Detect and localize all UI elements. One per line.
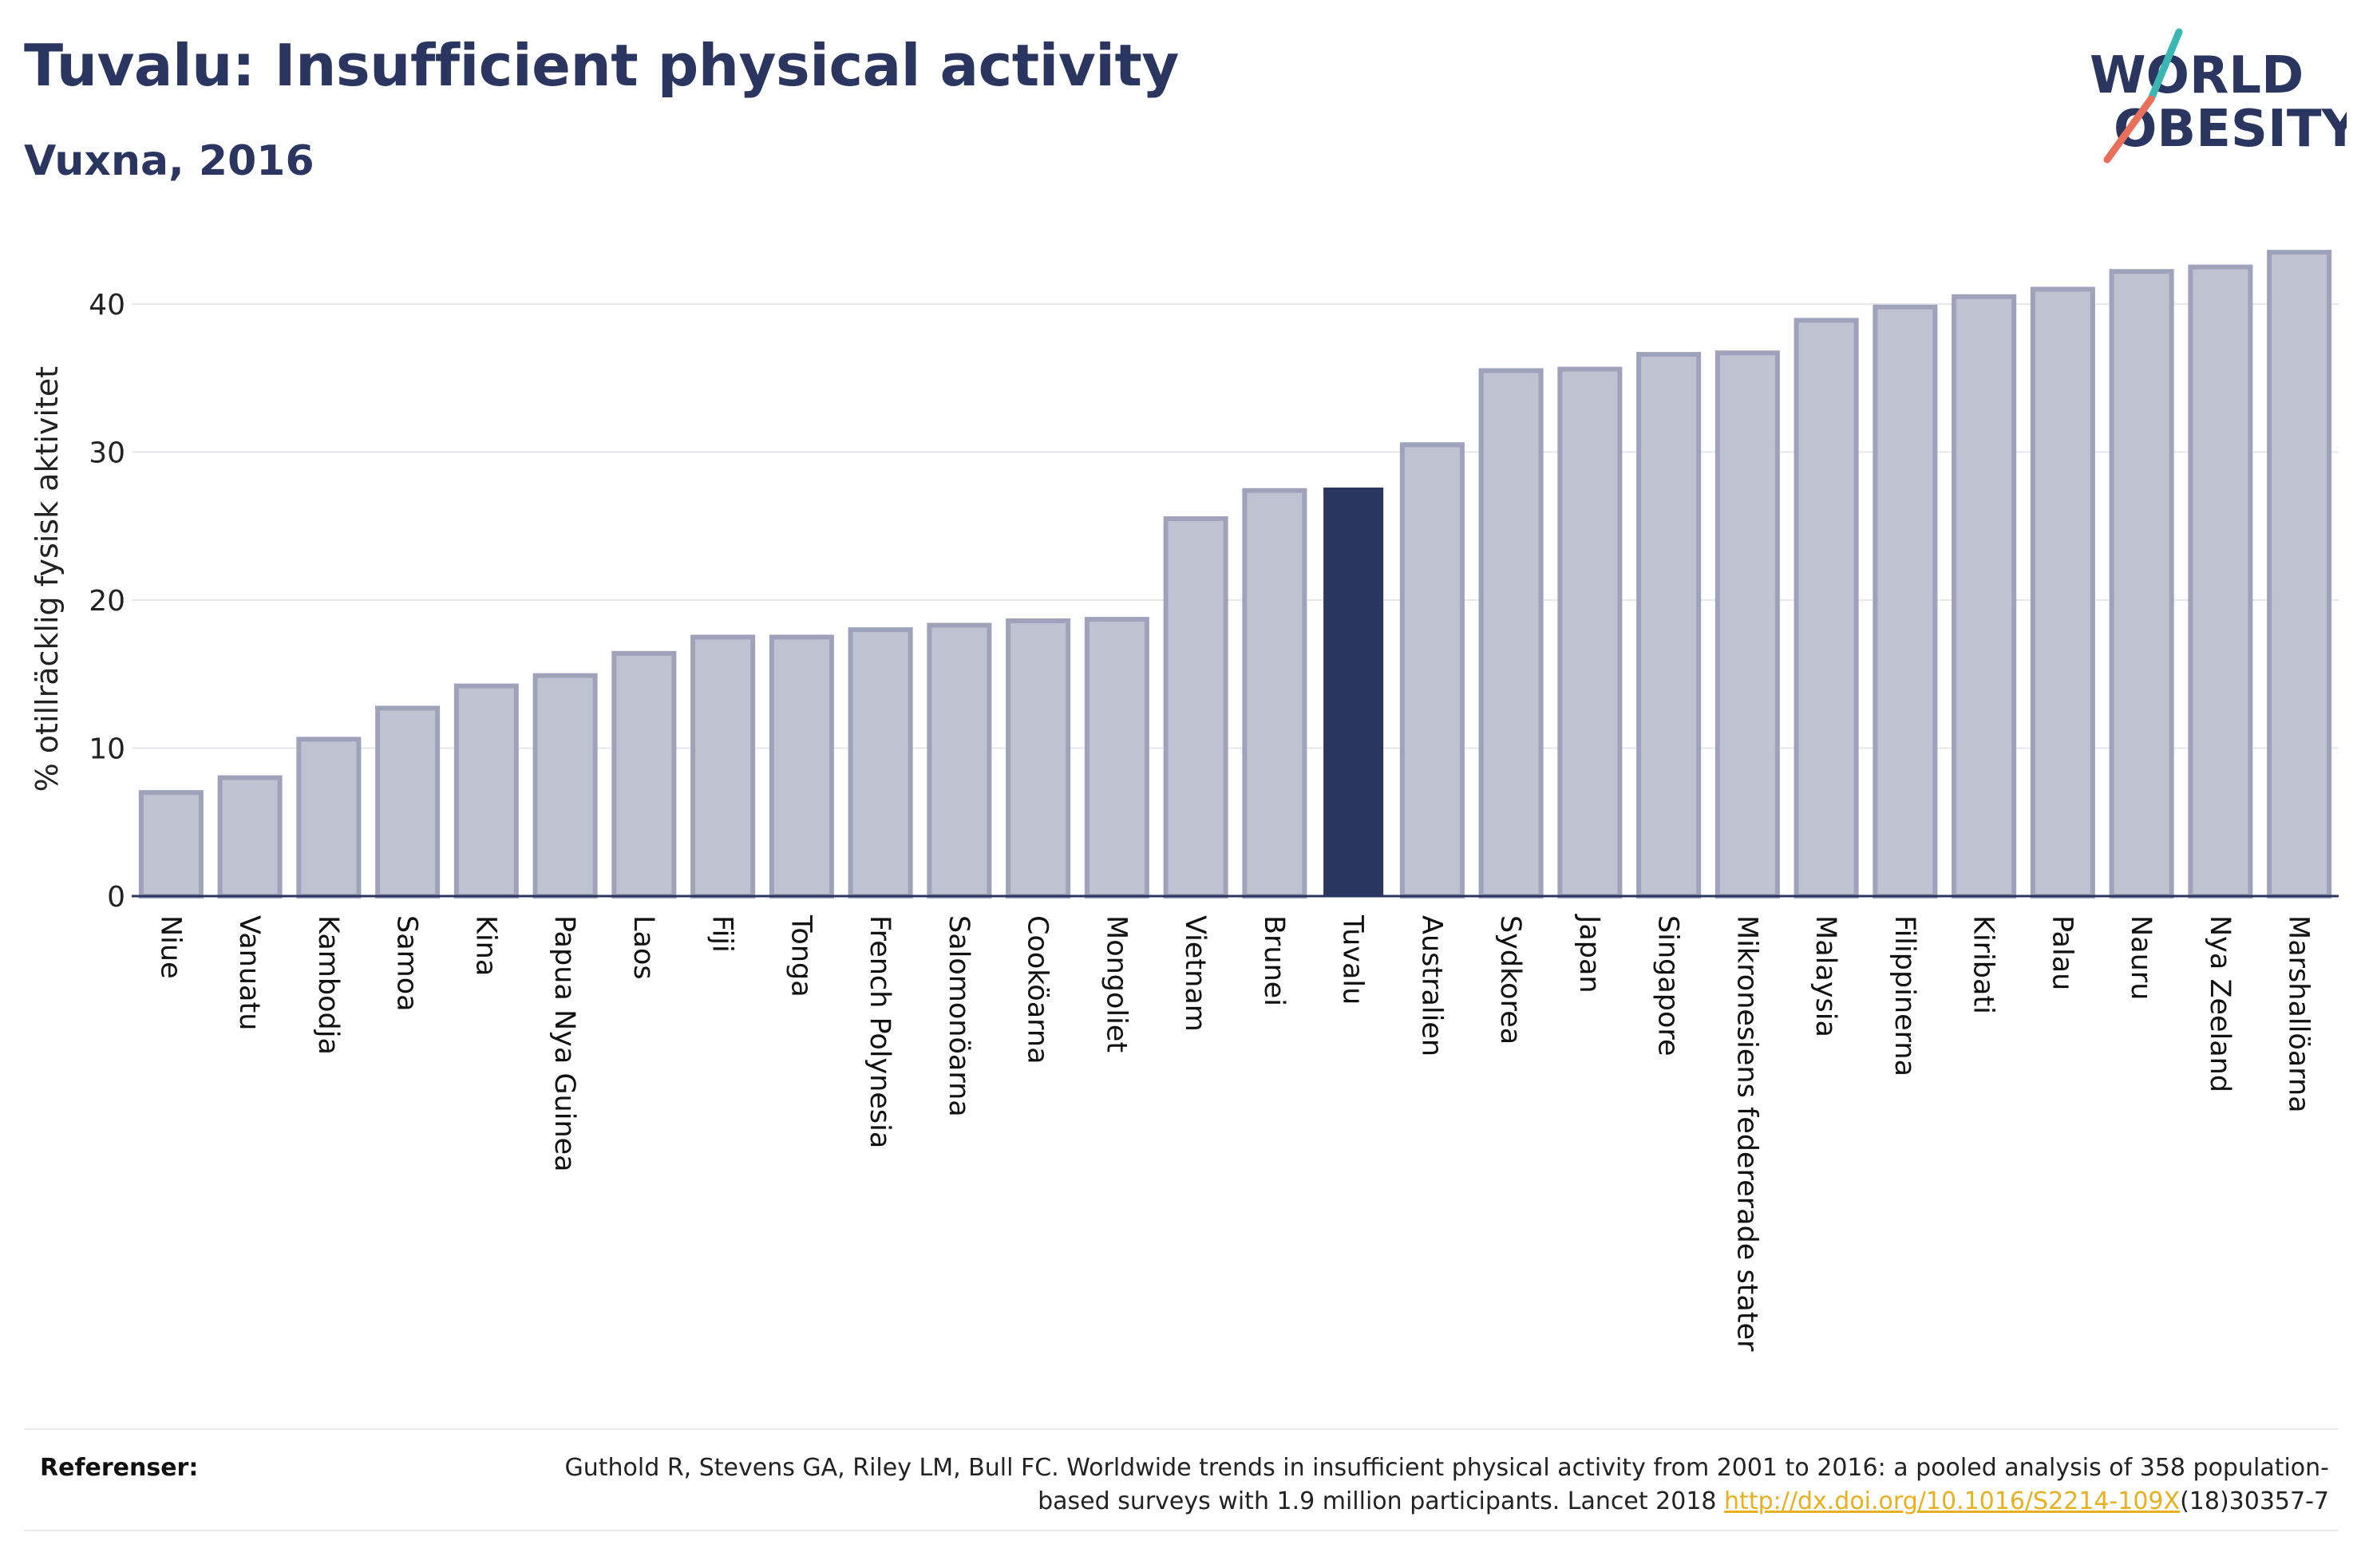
x-tick-label: Brunei — [1258, 915, 1290, 1006]
x-tick-label: Mikronesiens federerade stater — [1730, 915, 1762, 1352]
references-label: Referenser: — [40, 1454, 199, 1482]
x-tick-label: Salomonöarna — [943, 915, 975, 1117]
y-tick-label: 30 — [89, 437, 125, 470]
bar — [1163, 515, 1228, 899]
x-tick-label: Nya Zeeland — [2204, 915, 2236, 1092]
references-text: Guthold R, Stevens GA, Riley LM, Bull FC… — [493, 1451, 2329, 1519]
bar — [453, 683, 519, 899]
bar-chart: 0 10 20 30 40 Niue Vanuatu Kambodja Samoa Kina Pa… — [30, 250, 2339, 1352]
bar — [1636, 352, 1702, 899]
x-tick-label: Mongoliet — [1100, 915, 1132, 1053]
x-tick-label: Fiji — [706, 915, 738, 953]
chart-subtitle: Vuxna, 2016 — [24, 137, 314, 185]
bar — [769, 634, 834, 899]
x-axis-tick-labels: Niue Vanuatu Kambodja Samoa Kina Papua Nya Gu… — [154, 914, 2314, 1352]
reference-doi-link[interactable]: http://dx.doi.org/10.1016/S2214-109X — [1724, 1487, 2181, 1515]
y-tick-label: 0 — [107, 881, 125, 914]
logo-word-obesity: OBESITY — [2114, 100, 2347, 159]
bar — [1478, 368, 1544, 899]
x-tick-label: Tonga — [785, 914, 817, 997]
world-obesity-logo: WORLD OBESITY — [2090, 28, 2347, 164]
bar — [2109, 269, 2174, 899]
x-tick-label: Samoa — [391, 915, 423, 1012]
bar — [1873, 304, 1938, 899]
x-tick-label: Vietnam — [1179, 915, 1211, 1032]
x-tick-label: Singapore — [1652, 915, 1684, 1057]
x-tick-label: Kiribati — [1968, 915, 1999, 1014]
y-axis-ticks: 0 10 20 30 40 — [89, 289, 125, 914]
x-tick-label: Palau — [2046, 915, 2078, 990]
bar — [690, 634, 756, 899]
reference-citation-end: (18)30357-7 — [2180, 1487, 2329, 1515]
bar — [2267, 250, 2332, 899]
y-axis-label: % otillräcklig fysisk aktivitet — [30, 366, 65, 792]
x-tick-label: Kina — [469, 915, 501, 976]
bar — [927, 622, 992, 899]
bar-highlighted — [1323, 488, 1384, 896]
logo-slash-bottom — [2103, 95, 2155, 164]
x-tick-label: Cooköarna — [1022, 915, 1054, 1064]
bar — [217, 775, 283, 899]
bar — [848, 627, 913, 899]
x-tick-label: Laos — [627, 915, 659, 980]
logo-slash-top — [2147, 28, 2183, 103]
reference-citation: Guthold R, Stevens GA, Riley LM, Bull FC… — [564, 1454, 2329, 1515]
bars — [138, 250, 2332, 899]
bar — [1714, 350, 1780, 899]
bar — [611, 650, 677, 899]
x-tick-label: Tuvalu — [1337, 914, 1369, 1005]
bar — [532, 673, 598, 899]
y-tick-label: 40 — [89, 289, 125, 322]
x-tick-label: Kambodja — [312, 915, 344, 1055]
x-tick-label: Papua Nya Guinea — [548, 915, 580, 1172]
bar — [1793, 318, 1859, 899]
x-tick-label: Nauru — [2125, 915, 2157, 1000]
logo-word-world: WORLD — [2090, 46, 2304, 105]
x-tick-label: Filippinerna — [1888, 915, 1920, 1076]
x-tick-label: Malaysia — [1809, 915, 1841, 1037]
bar — [1952, 294, 2017, 899]
bar — [2030, 286, 2095, 899]
bar — [1399, 442, 1465, 899]
x-tick-label: Vanuatu — [233, 915, 265, 1030]
x-tick-label: French Polynesia — [864, 915, 896, 1148]
y-tick-label: 20 — [89, 585, 125, 618]
chart-title: Tuvalu: Insufficient physical activity — [24, 32, 1179, 99]
bar — [375, 705, 441, 899]
x-tick-label: Niue — [154, 915, 186, 979]
x-tick-label: Japan — [1573, 914, 1605, 993]
bar — [296, 737, 362, 899]
bar — [1242, 488, 1307, 899]
y-tick-label: 10 — [89, 733, 125, 766]
bar — [1084, 617, 1149, 899]
bar — [1006, 618, 1071, 899]
x-tick-label: Sydkorea — [1494, 915, 1526, 1045]
bar — [2188, 264, 2253, 899]
x-tick-label: Australien — [1415, 915, 1447, 1057]
bar — [1557, 366, 1623, 899]
references-footer: Referenser: Guthold R, Stevens GA, Riley… — [24, 1428, 2339, 1531]
x-tick-label: Marshallöarna — [2283, 915, 2315, 1113]
bar — [138, 790, 204, 899]
